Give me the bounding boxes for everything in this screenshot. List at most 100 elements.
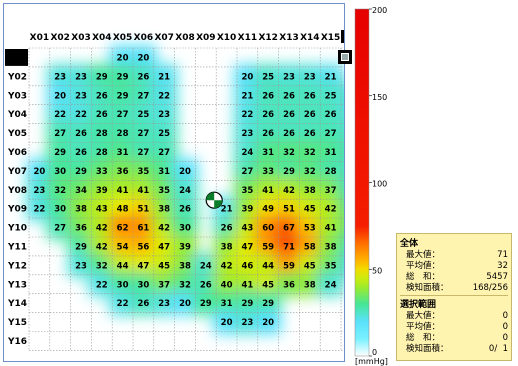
cell-value[interactable]: 41 — [117, 186, 129, 196]
cell-value[interactable]: 51 — [137, 205, 149, 215]
cell-value[interactable]: 22 — [241, 110, 253, 120]
cell-value[interactable]: 29 — [117, 72, 129, 82]
row-header[interactable]: Y10 — [7, 224, 27, 234]
cell-value[interactable]: 35 — [137, 167, 149, 177]
cell-value[interactable]: 22 — [54, 110, 66, 120]
row-header[interactable]: Y05 — [7, 129, 27, 139]
column-header[interactable]: X05 — [113, 33, 132, 43]
cell-value[interactable]: 32 — [304, 148, 316, 158]
cell-value[interactable]: 38 — [304, 186, 316, 196]
cell-value[interactable]: 29 — [200, 299, 212, 309]
cell-value[interactable]: 28 — [325, 167, 337, 177]
column-header[interactable]: X14 — [300, 33, 319, 43]
cell-value[interactable]: 20 — [54, 91, 66, 101]
cell-value[interactable]: 32 — [96, 261, 108, 271]
cell-value[interactable]: 20 — [179, 299, 191, 309]
cell-value[interactable]: 22 — [75, 110, 87, 120]
cell-value[interactable]: 38 — [179, 261, 191, 271]
cell-value[interactable]: 26 — [304, 129, 316, 139]
row-header[interactable]: Y03 — [7, 91, 27, 101]
cell-value[interactable]: 21 — [221, 205, 233, 215]
cell-value[interactable]: 45 — [158, 261, 170, 271]
cell-value[interactable]: 22 — [96, 280, 108, 290]
cell-value[interactable]: 26 — [96, 91, 108, 101]
cell-value[interactable]: 30 — [117, 280, 129, 290]
cell-value[interactable]: 30 — [137, 280, 149, 290]
cell-value[interactable]: 39 — [179, 242, 191, 252]
cell-value[interactable]: 36 — [117, 167, 129, 177]
row-header[interactable]: Y04 — [7, 110, 27, 120]
cell-value[interactable]: 33 — [262, 167, 274, 177]
cell-value[interactable]: 54 — [117, 242, 129, 252]
row-header[interactable]: Y15 — [7, 318, 27, 328]
column-header[interactable]: X01 — [30, 33, 49, 43]
row-header[interactable]: Y02 — [7, 72, 27, 82]
column-header[interactable]: X12 — [258, 33, 277, 43]
column-header[interactable]: X03 — [71, 33, 90, 43]
cell-value[interactable]: 36 — [75, 224, 87, 234]
cell-value[interactable]: 62 — [117, 224, 129, 234]
cell-value[interactable]: 31 — [158, 167, 170, 177]
cell-value[interactable]: 23 — [75, 91, 87, 101]
cell-value[interactable]: 23 — [75, 72, 87, 82]
cell-value[interactable]: 28 — [117, 129, 129, 139]
cell-value[interactable]: 29 — [283, 167, 295, 177]
cell-value[interactable]: 26 — [137, 72, 149, 82]
cell-value[interactable]: 29 — [75, 242, 87, 252]
cell-value[interactable]: 26 — [304, 91, 316, 101]
cell-value[interactable]: 31 — [325, 148, 337, 158]
row-header[interactable]: Y14 — [7, 299, 27, 309]
row-header[interactable]: Y01 — [7, 53, 27, 63]
cell-value[interactable]: 31 — [262, 148, 274, 158]
cell-value[interactable]: 61 — [137, 224, 149, 234]
cell-value[interactable]: 23 — [304, 72, 316, 82]
cell-value[interactable]: 43 — [241, 224, 253, 234]
cell-value[interactable]: 23 — [158, 299, 170, 309]
cell-value[interactable]: 26 — [200, 280, 212, 290]
column-header[interactable]: X10 — [217, 33, 236, 43]
cell-value[interactable]: 26 — [75, 129, 87, 139]
cell-value[interactable]: 21 — [241, 91, 253, 101]
cell-value[interactable]: 47 — [137, 261, 149, 271]
cell-value[interactable]: 29 — [54, 148, 66, 158]
cell-value[interactable]: 26 — [262, 91, 274, 101]
cell-value[interactable]: 41 — [325, 224, 337, 234]
cell-value[interactable]: 26 — [283, 110, 295, 120]
cell-value[interactable]: 30 — [179, 224, 191, 234]
cell-value[interactable]: 24 — [179, 186, 191, 196]
view-toggle-icon[interactable] — [338, 50, 352, 64]
cell-value[interactable]: 20 — [179, 167, 191, 177]
cell-value[interactable]: 29 — [262, 299, 274, 309]
cell-value[interactable]: 60 — [262, 224, 274, 234]
cell-value[interactable]: 27 — [158, 148, 170, 158]
cell-value[interactable]: 26 — [283, 129, 295, 139]
row-header[interactable]: Y06 — [7, 148, 27, 158]
cell-value[interactable]: 24 — [325, 280, 337, 290]
cell-value[interactable]: 37 — [325, 186, 337, 196]
cell-value[interactable]: 21 — [158, 72, 170, 82]
cell-value[interactable]: 30 — [54, 205, 66, 215]
cell-value[interactable]: 59 — [262, 242, 274, 252]
cell-value[interactable]: 27 — [137, 148, 149, 158]
cell-value[interactable]: 44 — [117, 261, 129, 271]
cell-value[interactable]: 42 — [96, 224, 108, 234]
cell-value[interactable]: 26 — [304, 110, 316, 120]
cell-value[interactable]: 42 — [283, 186, 295, 196]
row-header[interactable]: Y07 — [7, 167, 27, 177]
cell-value[interactable]: 28 — [96, 129, 108, 139]
cell-value[interactable]: 27 — [137, 129, 149, 139]
cell-value[interactable]: 29 — [241, 299, 253, 309]
cell-value[interactable]: 20 — [33, 167, 45, 177]
cell-value[interactable]: 22 — [158, 91, 170, 101]
cell-value[interactable]: 26 — [262, 129, 274, 139]
cell-value[interactable]: 42 — [221, 261, 233, 271]
cell-value[interactable]: 38 — [158, 205, 170, 215]
cell-value[interactable]: 40 — [221, 280, 233, 290]
cell-value[interactable]: 20 — [137, 53, 149, 63]
cell-value[interactable]: 29 — [117, 91, 129, 101]
cell-value[interactable]: 21 — [325, 72, 337, 82]
column-header[interactable]: X02 — [50, 33, 69, 43]
cell-value[interactable]: 22 — [117, 299, 129, 309]
cell-value[interactable]: 39 — [241, 205, 253, 215]
cell-value[interactable]: 31 — [117, 148, 129, 158]
